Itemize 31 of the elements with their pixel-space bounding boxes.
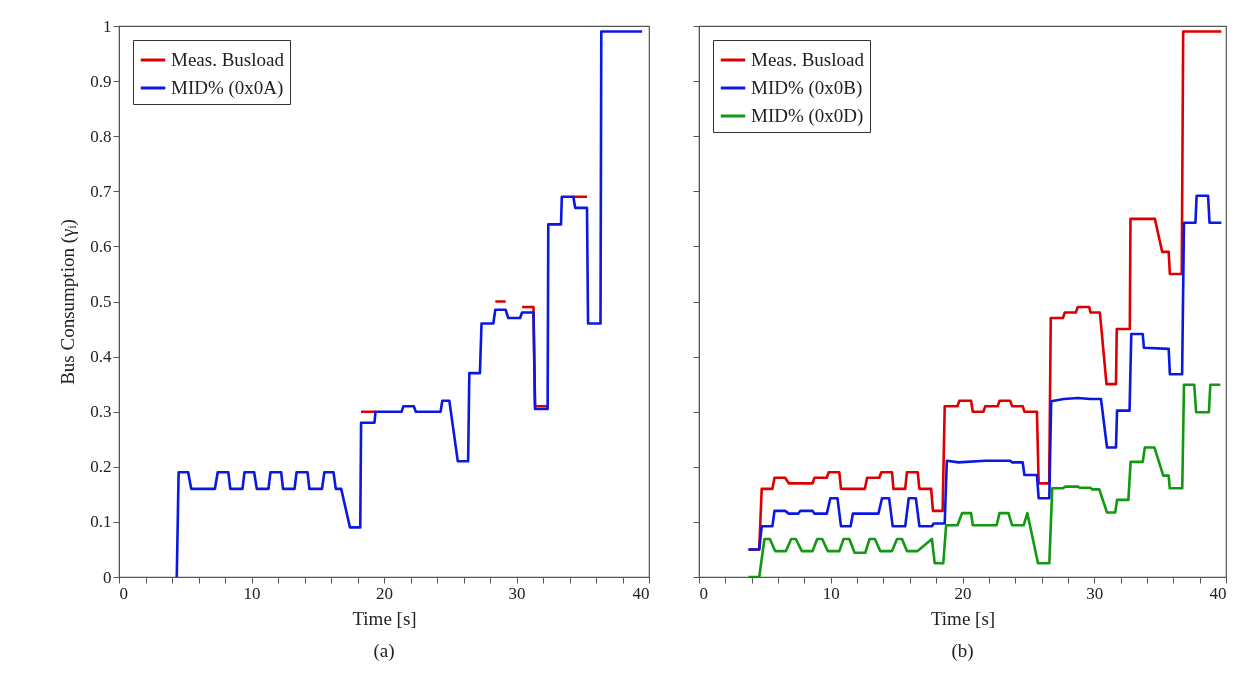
x-tick-label: 20 [376, 583, 393, 603]
x-axis-title: Time [s] [930, 607, 996, 629]
y-tick-label: 0.8 [90, 126, 112, 146]
legend-label: MID% (0x0A) [171, 77, 284, 99]
text: (a) [373, 640, 395, 662]
x-tick-label: 40 [632, 583, 650, 603]
y-tick-label: 0.3 [90, 402, 112, 422]
x-tick-label: 30 [1086, 583, 1104, 603]
legend-label: MID% (0x0B) [751, 77, 863, 99]
x-tick-label: 10 [243, 583, 261, 603]
y-tick-label: 0.9 [90, 71, 112, 91]
y-tick-label: 1 [103, 16, 112, 36]
x-tick-label: 0 [119, 583, 128, 603]
legend-label: MID% (0x0D) [751, 105, 864, 127]
y-tick-label: 0.1 [90, 512, 112, 532]
y-tick-label: 0.2 [90, 457, 112, 477]
y-tick-label: 0.5 [90, 292, 112, 311]
text: (b) [951, 640, 974, 662]
x-axis-title: Time [s] [352, 607, 417, 629]
x-tick-label: 0 [699, 583, 708, 603]
y-tick-label: 0.7 [90, 181, 112, 201]
x-tick-label: 20 [954, 583, 972, 603]
legend-label: Meas. Busload [751, 49, 865, 70]
y-tick-label: 0 [103, 567, 112, 587]
y-tick-label: 0.6 [90, 236, 112, 256]
x-tick-label: 30 [508, 583, 526, 603]
x-tick-label: 40 [1209, 583, 1227, 603]
y-axis-title: Bus Consumption (γᵢ) [57, 219, 80, 385]
x-tick-label: 10 [822, 583, 840, 603]
y-tick-label: 0.4 [90, 347, 112, 367]
legend-label: Meas. Busload [171, 49, 285, 70]
